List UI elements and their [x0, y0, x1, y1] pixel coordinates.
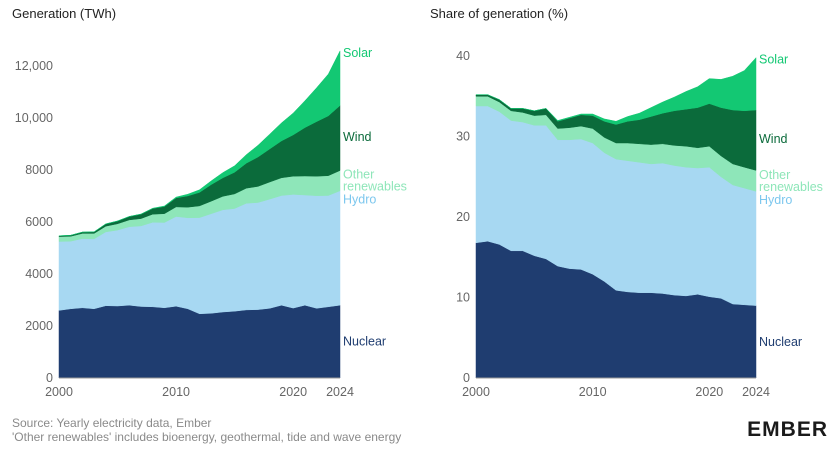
right-label-solar: Solar: [759, 53, 788, 67]
left-area-solar: [58, 50, 341, 237]
right-x-tick: 2024: [742, 385, 770, 399]
left-x-tick: 2024: [326, 385, 354, 399]
left-y-tick: 8000: [25, 163, 53, 177]
right-x-tick: 2020: [695, 385, 723, 399]
left-y-tick: 2000: [25, 319, 53, 333]
right-x-tick: 2010: [579, 385, 607, 399]
ember-logo: EMBER: [747, 418, 828, 441]
left-label-nuclear: Nuclear: [343, 335, 386, 349]
right-label-wind: Wind: [759, 132, 788, 146]
left-x-tick: 2010: [162, 385, 190, 399]
right-x-tick: 2000: [462, 385, 490, 399]
left-chart-title: Generation (TWh): [12, 6, 117, 21]
source-note: Source: Yearly electricity data, Ember: [12, 416, 212, 430]
right-chart-title: Share of generation (%): [430, 6, 569, 21]
left-x-tick: 2000: [45, 385, 73, 399]
left-y-tick: 12,000: [15, 59, 53, 73]
right-y-tick: 0: [463, 371, 470, 385]
right-label-other: Other: [759, 168, 790, 182]
left-y-tick: 10,000: [15, 111, 53, 125]
left-area-nuclear: [58, 304, 341, 379]
right-y-tick: 40: [456, 49, 470, 63]
right-y-tick: 30: [456, 130, 470, 144]
right-label-renewables: renewables: [759, 180, 823, 194]
footnote: 'Other renewables' includes bioenergy, g…: [12, 430, 402, 444]
right-label-nuclear: Nuclear: [759, 335, 802, 349]
left-label-solar: Solar: [343, 46, 372, 60]
left-y-tick: 6000: [25, 215, 53, 229]
left-label-renewables: renewables: [343, 180, 407, 194]
left-y-tick: 0: [46, 371, 53, 385]
right-y-tick: 20: [456, 210, 470, 224]
right-area-solar: [476, 57, 757, 125]
left-y-tick: 4000: [25, 267, 53, 281]
right-label-hydro: Hydro: [759, 193, 792, 207]
left-label-hydro: Hydro: [343, 193, 376, 207]
left-x-tick: 2020: [279, 385, 307, 399]
left-label-other: Other: [343, 168, 374, 182]
right-y-tick: 10: [456, 291, 470, 305]
left-label-wind: Wind: [343, 130, 372, 144]
